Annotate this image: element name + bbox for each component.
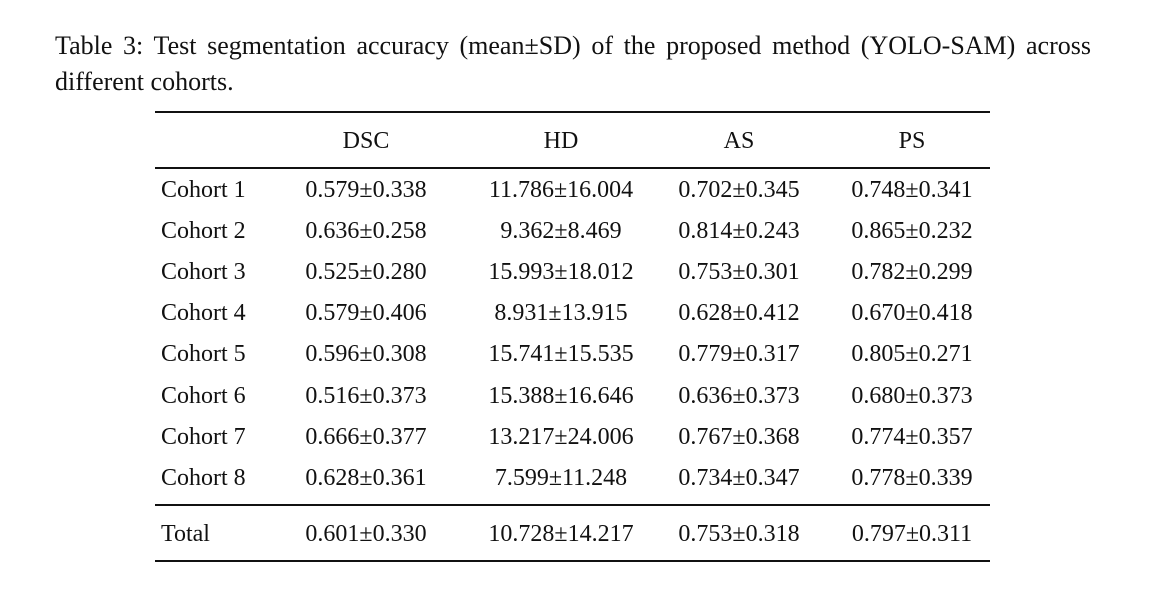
row-label: Cohort 4 — [161, 300, 246, 327]
row-label: Cohort 7 — [161, 423, 246, 450]
table-cell: 0.865±0.232 — [851, 218, 973, 245]
table-cell: 0.774±0.357 — [851, 423, 973, 450]
table-cell: 0.753±0.301 — [678, 259, 800, 286]
table-cell: 0.734±0.347 — [678, 464, 800, 491]
table-cell: 0.666±0.377 — [305, 423, 427, 450]
table-cell: 0.601±0.330 — [305, 521, 427, 547]
column-header: AS — [723, 128, 755, 154]
top-rule — [155, 111, 990, 113]
table-cell: 0.702±0.345 — [678, 177, 800, 203]
table-cell: 0.782±0.299 — [851, 259, 973, 286]
row-label: Cohort 5 — [161, 341, 246, 368]
table-cell: 0.805±0.271 — [851, 341, 973, 368]
table-cell: 0.753±0.318 — [678, 521, 800, 547]
table-cell: 0.579±0.406 — [305, 300, 427, 327]
table-cell: 7.599±11.248 — [494, 464, 628, 491]
header-rule — [155, 167, 990, 169]
table-cell: 0.797±0.311 — [851, 521, 973, 547]
table-cell: 0.628±0.412 — [678, 300, 800, 327]
table-cell: 0.779±0.317 — [678, 341, 800, 368]
column-header: PS — [898, 128, 926, 154]
table-cell: 15.388±16.646 — [488, 382, 634, 409]
table-cell: 0.636±0.258 — [305, 218, 427, 245]
table-cell: 0.814±0.243 — [678, 218, 800, 245]
total-rule — [155, 504, 990, 506]
row-label: Cohort 2 — [161, 218, 246, 245]
table-cell: 0.767±0.368 — [678, 423, 800, 450]
row-label: Cohort 8 — [161, 464, 246, 491]
table-cell: 0.636±0.373 — [678, 382, 800, 409]
row-label: Cohort 1 — [161, 177, 246, 203]
column-header: HD — [543, 128, 579, 154]
table-caption: Table 3: Test segmentation accuracy (mea… — [55, 31, 1091, 96]
table-cell: 0.596±0.308 — [305, 341, 427, 368]
table-cell: 0.628±0.361 — [305, 464, 427, 491]
table-cell: 15.993±18.012 — [488, 259, 634, 286]
table-cell: 0.516±0.373 — [305, 382, 427, 409]
table-cell: 0.525±0.280 — [305, 259, 427, 286]
bottom-rule — [155, 560, 990, 562]
row-label: Cohort 6 — [161, 382, 246, 409]
table-cell: 11.786±16.004 — [488, 177, 634, 203]
table-cell: 0.778±0.339 — [851, 464, 973, 491]
column-header: DSC — [342, 128, 390, 154]
table-cell: 0.748±0.341 — [851, 177, 973, 203]
table-cell: 0.680±0.373 — [851, 382, 973, 409]
table-cell: 8.931±13.915 — [494, 300, 628, 327]
table-cell: 10.728±14.217 — [488, 521, 634, 547]
table-cell: 0.670±0.418 — [851, 300, 973, 327]
row-label: Total — [161, 521, 210, 547]
table-cell: 13.217±24.006 — [488, 423, 634, 450]
table-cell: 9.362±8.469 — [500, 218, 622, 245]
row-label: Cohort 3 — [161, 259, 246, 286]
table-cell: 15.741±15.535 — [488, 341, 634, 368]
table-cell: 0.579±0.338 — [305, 177, 427, 203]
